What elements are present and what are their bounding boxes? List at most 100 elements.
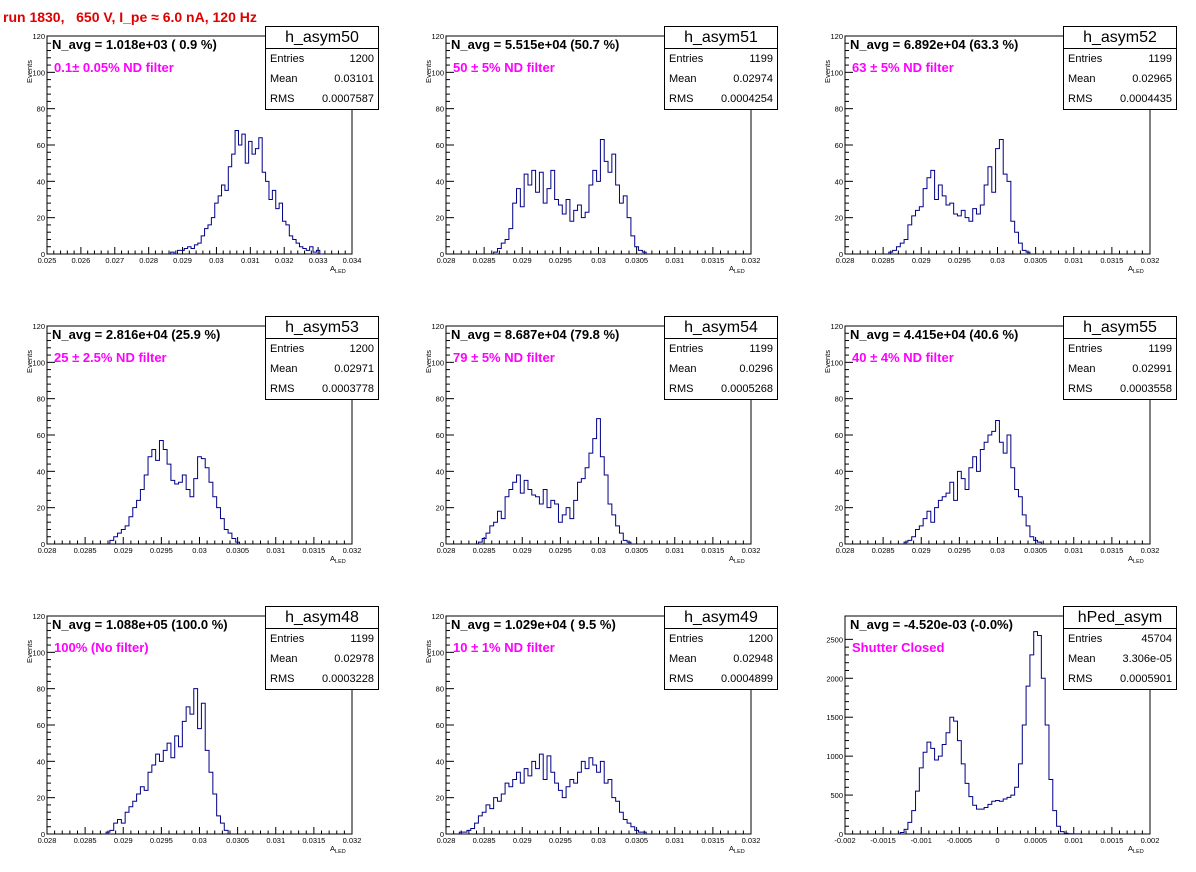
y-tick-label: 80 bbox=[37, 395, 45, 404]
stats-row-rms: RMS 0.0005901 bbox=[1064, 669, 1176, 689]
y-tick-label: 60 bbox=[436, 721, 444, 730]
histogram-plot: 0 20 40 60 80 100 120 0.028 0.0285 0.029 0.0295 0.0… bbox=[25, 322, 361, 565]
stats-row-rms: RMS 0.0007587 bbox=[266, 89, 378, 109]
histogram-line bbox=[170, 129, 324, 255]
stats-row-mean: Mean 0.03101 bbox=[266, 69, 378, 89]
y-tick-label: 120 bbox=[431, 32, 444, 41]
stats-value: 0.0003558 bbox=[1120, 383, 1172, 395]
stats-box: h_asym51 Entries 1199 Mean 0.02974 RMS 0.00042… bbox=[664, 26, 778, 110]
histogram-name: h_asym50 bbox=[266, 27, 378, 49]
y-tick-label: 0 bbox=[839, 250, 843, 259]
histogram-plot: 0 20 40 60 80 100 120 0.028 0.0285 0.029 0.0295 0.0… bbox=[424, 322, 760, 565]
y-tick-label: 0 bbox=[839, 830, 843, 839]
histogram-plot: 0 500 1000 1500 2000 2500 -0.002 -0.0015 -0.001 -… bbox=[826, 615, 1160, 855]
y-tick-label: 40 bbox=[436, 177, 444, 186]
stats-value: 1199 bbox=[1148, 343, 1172, 355]
y-tick-label: 20 bbox=[37, 504, 45, 513]
stats-row-rms: RMS 0.0003228 bbox=[266, 669, 378, 689]
y-tick-label: 100 bbox=[32, 358, 45, 367]
x-tick-label: 0 bbox=[995, 836, 999, 845]
x-tick-label: 0.028 bbox=[437, 256, 456, 265]
stats-value: 0.02978 bbox=[334, 653, 374, 665]
x-tick-label: 0.002 bbox=[1141, 836, 1160, 845]
filter-note: 100% (No filter) bbox=[54, 640, 149, 655]
stats-value: 0.02974 bbox=[733, 73, 773, 85]
stats-row-rms: RMS 0.0003558 bbox=[1064, 379, 1176, 399]
y-tick-label: 100 bbox=[32, 648, 45, 657]
x-tick-label: 0.031 bbox=[266, 546, 285, 555]
stats-value: 0.0004435 bbox=[1120, 93, 1172, 105]
stats-box: h_asym54 Entries 1199 Mean 0.0296 RMS 0.000526… bbox=[664, 316, 778, 400]
stats-row-mean: Mean 0.02971 bbox=[266, 359, 378, 379]
x-tick-label: 0.0315 bbox=[1100, 546, 1123, 555]
y-tick-label: 80 bbox=[835, 395, 843, 404]
y-tick-label: 500 bbox=[830, 791, 843, 800]
stats-row-entries: Entries 1200 bbox=[665, 629, 777, 649]
x-tick-label: 0.0285 bbox=[872, 546, 895, 555]
x-tick-label: 0.0295 bbox=[549, 836, 572, 845]
histogram-name: hPed_asym bbox=[1064, 607, 1176, 629]
y-tick-label: 120 bbox=[830, 322, 843, 331]
y-tick-label: 0 bbox=[41, 250, 45, 259]
x-tick-label: 0.0285 bbox=[74, 546, 97, 555]
histogram-plot: 0 20 40 60 80 100 120 0.028 0.0285 0.029 0.0295 0.0… bbox=[823, 322, 1159, 565]
x-tick-label: 0.0285 bbox=[74, 836, 97, 845]
x-axis-title: ALED bbox=[330, 264, 346, 275]
stats-value: 3.306e-05 bbox=[1122, 653, 1172, 665]
histogram-line bbox=[899, 631, 1080, 835]
histogram-plot: 0 20 40 60 80 100 120 0.028 0.0285 0.029 0.0295 0.0… bbox=[424, 32, 760, 275]
x-tick-label: 0.029 bbox=[912, 546, 931, 555]
y-tick-label: 100 bbox=[830, 68, 843, 77]
stats-value: 1199 bbox=[350, 633, 374, 645]
y-tick-label: 40 bbox=[835, 177, 843, 186]
x-tick-label: 0.0295 bbox=[948, 546, 971, 555]
x-tick-label: 0.031 bbox=[266, 836, 285, 845]
x-tick-label: 0.029 bbox=[513, 836, 532, 845]
stats-box: h_asym52 Entries 1199 Mean 0.02965 RMS 0.00044… bbox=[1063, 26, 1177, 110]
y-tick-label: 20 bbox=[436, 794, 444, 803]
y-tick-label: 120 bbox=[830, 32, 843, 41]
histogram-plot: 0 20 40 60 80 100 120 0.028 0.0285 0.029 0.0295 0.0… bbox=[424, 612, 760, 855]
y-tick-label: 80 bbox=[436, 105, 444, 114]
stats-row-entries: Entries 1200 bbox=[266, 339, 378, 359]
stats-row-mean: Mean 3.306e-05 bbox=[1064, 649, 1176, 669]
n-avg-label: N_avg = 8.687e+04 (79.8 %) bbox=[451, 327, 619, 342]
x-tick-label: 0.0305 bbox=[625, 836, 648, 845]
y-tick-label: 0 bbox=[440, 540, 444, 549]
y-axis-title: Events bbox=[424, 60, 433, 83]
n-avg-label: N_avg = 1.029e+04 ( 9.5 %) bbox=[451, 617, 616, 632]
x-tick-label: 0.0315 bbox=[1100, 256, 1123, 265]
stats-label: Mean bbox=[669, 73, 697, 85]
x-tick-label: 0.029 bbox=[513, 546, 532, 555]
x-tick-label: 0.026 bbox=[71, 256, 90, 265]
y-tick-label: 120 bbox=[32, 612, 45, 621]
x-tick-label: 0.031 bbox=[1064, 256, 1083, 265]
y-axis-title: Events bbox=[25, 60, 34, 83]
y-tick-label: 100 bbox=[431, 358, 444, 367]
x-tick-label: 0.031 bbox=[665, 546, 684, 555]
x-tick-label: 0.0315 bbox=[701, 836, 724, 845]
histogram-pad: 0 20 40 60 80 100 120 0.028 0.0285 0.029 0.0295 0.0… bbox=[399, 290, 797, 580]
filter-note: 25 ± 2.5% ND filter bbox=[54, 350, 167, 365]
x-tick-label: 0.03 bbox=[591, 836, 606, 845]
stats-row-rms: RMS 0.0004435 bbox=[1064, 89, 1176, 109]
n-avg-label: N_avg = 1.088e+05 (100.0 %) bbox=[52, 617, 228, 632]
stats-value: 1200 bbox=[349, 53, 374, 65]
stats-row-mean: Mean 0.02991 bbox=[1064, 359, 1176, 379]
stats-value: 0.0296 bbox=[739, 363, 773, 375]
stats-row-entries: Entries 1200 bbox=[266, 49, 378, 69]
x-tick-label: 0.031 bbox=[665, 836, 684, 845]
y-tick-label: 20 bbox=[835, 504, 843, 513]
histogram-line bbox=[493, 139, 647, 254]
y-tick-label: 120 bbox=[431, 612, 444, 621]
histogram-plot: 0 20 40 60 80 100 120 0.028 0.0285 0.029 0.0295 0.0… bbox=[25, 612, 361, 855]
stats-label: Entries bbox=[669, 343, 704, 355]
y-tick-label: 100 bbox=[830, 358, 843, 367]
stats-box: h_asym48 Entries 1199 Mean 0.02978 RMS 0.00032… bbox=[265, 606, 379, 690]
stats-row-entries: Entries 1199 bbox=[1064, 339, 1176, 359]
x-tick-label: 0.0305 bbox=[226, 546, 249, 555]
histogram-line bbox=[477, 418, 632, 544]
stats-box: h_asym53 Entries 1200 Mean 0.02971 RMS 0.00037… bbox=[265, 316, 379, 400]
y-tick-label: 20 bbox=[436, 214, 444, 223]
y-axis-title: Events bbox=[424, 640, 433, 663]
